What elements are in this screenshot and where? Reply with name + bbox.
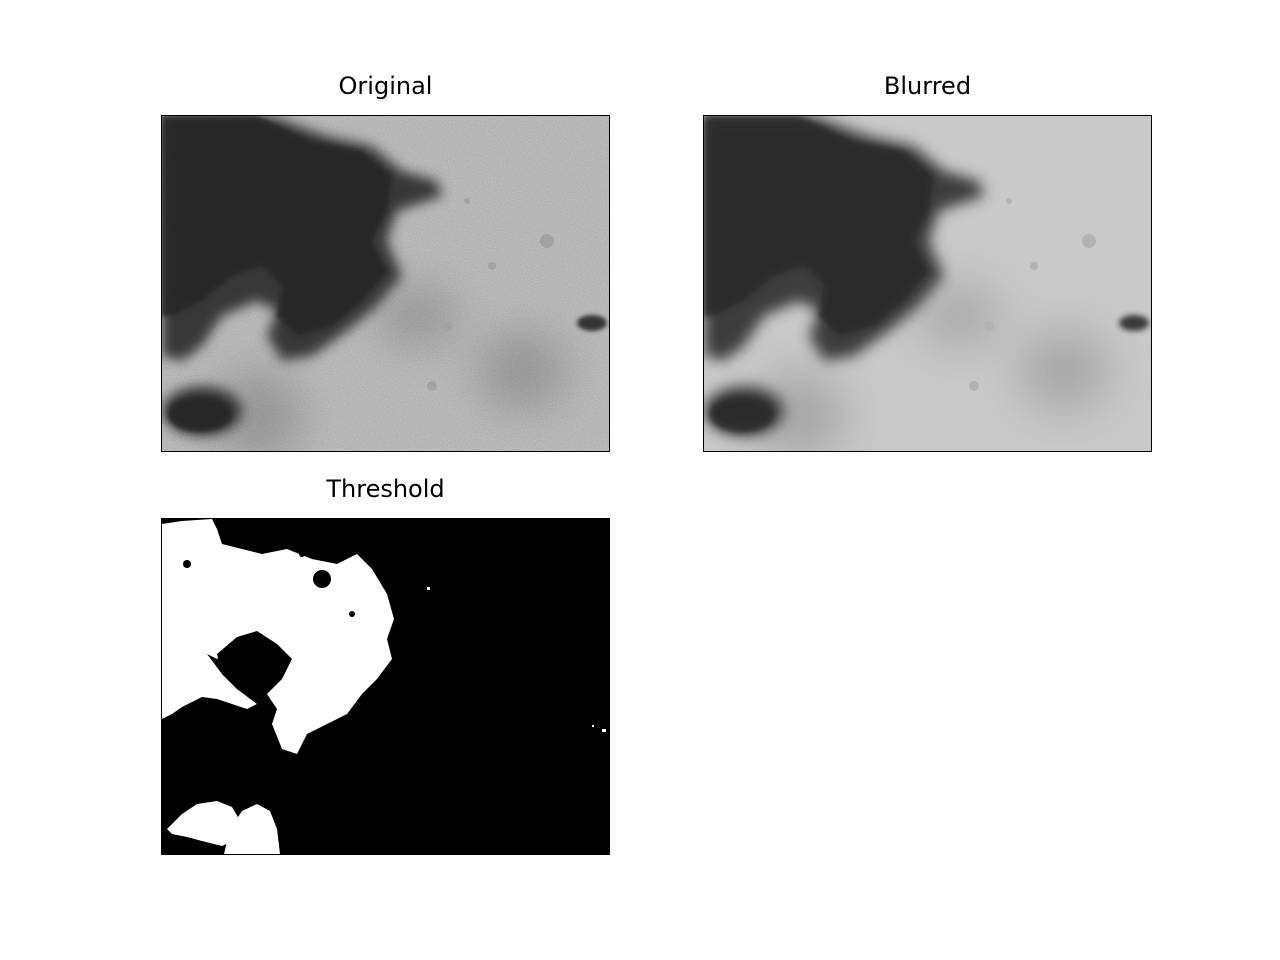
blurred-title: Blurred	[883, 72, 972, 100]
original-title: Original	[338, 72, 433, 100]
threshold-image	[161, 518, 610, 855]
threshold-title: Threshold	[326, 475, 445, 503]
blurred-image	[703, 115, 1152, 452]
original-image	[161, 115, 610, 452]
